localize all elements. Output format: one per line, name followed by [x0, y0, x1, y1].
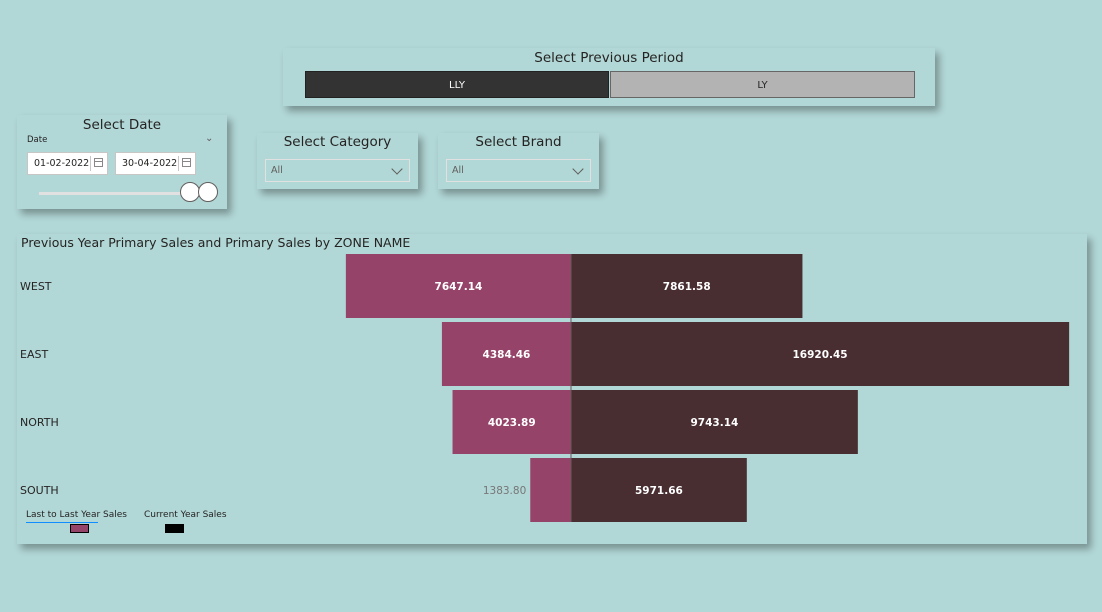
legend-item-current-year[interactable]: Current Year Sales — [144, 510, 227, 533]
category-slicer: Select Category All — [257, 133, 418, 189]
zone-label-south: SOUTH — [20, 484, 59, 497]
data-label-last-to-last-year-west: 7647.14 — [435, 281, 483, 293]
data-label-last-to-last-year-south: 1383.80 — [483, 485, 526, 497]
calendar-icon[interactable] — [94, 158, 103, 167]
start-date-input[interactable]: 01-02-2022 — [27, 152, 108, 175]
date-slicer-title: Select Date — [82, 117, 162, 133]
data-label-last-to-last-year-east: 4384.46 — [483, 349, 531, 361]
bar-current-year-west[interactable] — [571, 254, 803, 318]
bar-last-to-last-year-north[interactable] — [452, 390, 571, 454]
data-label-current-year-north: 9743.14 — [691, 417, 739, 429]
data-label-current-year-south: 5971.66 — [635, 485, 683, 497]
date-slicer: Select Date Date ⌄ 01-02-2022 30-04-2022 — [17, 115, 227, 209]
zone-label-north: NORTH — [20, 416, 59, 429]
period-option-lly[interactable]: LLY — [305, 71, 609, 98]
divider — [178, 156, 179, 171]
bar-current-year-south[interactable] — [571, 458, 747, 522]
brand-dropdown[interactable]: All — [446, 159, 591, 182]
brand-dropdown-value: All — [452, 165, 464, 176]
date-range-slider-track[interactable] — [39, 192, 211, 195]
calendar-icon[interactable] — [182, 158, 191, 167]
category-dropdown[interactable]: All — [265, 159, 410, 182]
data-label-current-year-east: 16920.45 — [792, 349, 847, 361]
zone-label-east: EAST — [20, 348, 48, 361]
end-date-input[interactable]: 30-04-2022 — [115, 152, 196, 175]
category-dropdown-value: All — [271, 165, 283, 176]
start-date-slider-handle[interactable] — [180, 182, 200, 202]
category-slicer-title: Select Category — [283, 134, 392, 150]
chevron-down-icon — [572, 163, 584, 175]
period-slicer: Select Previous Period LLY LY — [283, 48, 935, 106]
date-field-label: Date — [27, 135, 48, 145]
end-date-value: 30-04-2022 — [122, 158, 178, 169]
legend-swatch — [165, 524, 184, 533]
sales-by-zone-chart: Previous Year Primary Sales and Primary … — [17, 234, 1087, 544]
data-label-last-to-last-year-north: 4023.89 — [488, 417, 536, 429]
brand-slicer-title: Select Brand — [475, 134, 562, 150]
bar-last-to-last-year-east[interactable] — [441, 322, 571, 386]
legend-label: Current Year Sales — [144, 510, 227, 520]
end-date-slider-handle[interactable] — [198, 182, 218, 202]
bar-current-year-north[interactable] — [571, 390, 858, 454]
bar-last-to-last-year-south[interactable] — [530, 458, 571, 522]
bar-current-year-east[interactable] — [571, 322, 1070, 386]
start-date-value: 01-02-2022 — [34, 158, 90, 169]
zone-label-west: WEST — [20, 280, 52, 293]
period-option-ly[interactable]: LY — [610, 71, 915, 98]
legend-label: Last to Last Year Sales — [26, 510, 127, 520]
bar-last-to-last-year-west[interactable] — [345, 254, 571, 318]
legend-underline — [26, 522, 98, 523]
legend-swatch — [70, 524, 89, 533]
chevron-down-icon[interactable]: ⌄ — [205, 133, 214, 144]
chart-title: Previous Year Primary Sales and Primary … — [21, 235, 411, 250]
legend-item-last-to-last-year[interactable]: Last to Last Year Sales — [26, 510, 127, 533]
chevron-down-icon — [391, 163, 403, 175]
data-label-current-year-west: 7861.58 — [663, 281, 711, 293]
brand-slicer: Select Brand All — [438, 133, 599, 189]
chart-plot: WEST 7647.14 7861.58 EAST 4384.46 16920.45 NOR… — [20, 254, 1070, 522]
period-slicer-title: Select Previous Period — [534, 50, 684, 66]
divider — [90, 156, 91, 171]
